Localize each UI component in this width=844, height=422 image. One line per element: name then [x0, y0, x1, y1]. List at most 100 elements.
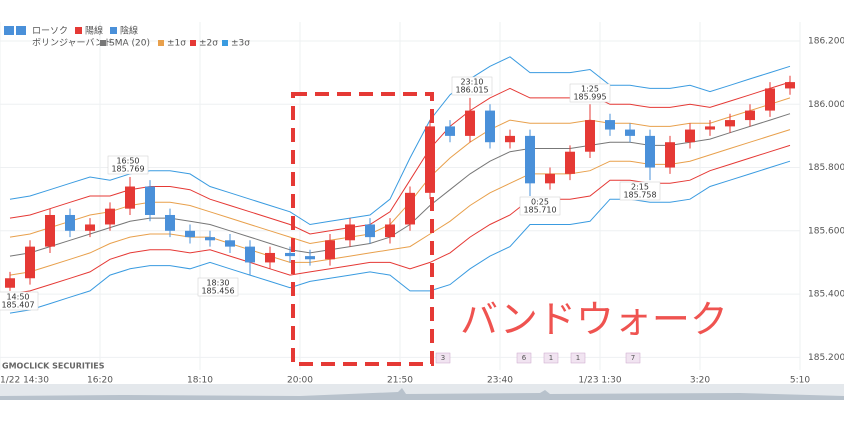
- legend-item: ±1σ: [167, 39, 186, 49]
- event-marker: [516, 352, 532, 364]
- legend-indicator: ボリンジャーバンド: [32, 38, 113, 49]
- candle-body: [545, 173, 555, 184]
- candle-body: [265, 252, 275, 263]
- candle-body: [465, 110, 475, 136]
- annotation-price: 185.758: [623, 191, 656, 200]
- candle-body: [345, 224, 355, 241]
- x-tick-label: 1/22 14:30: [0, 376, 49, 386]
- brand: GMOCLICK SECURITIES: [2, 362, 105, 371]
- candle-body: [565, 151, 575, 174]
- legend-up: 陽線: [85, 25, 103, 37]
- candle-body: [625, 129, 635, 136]
- annotation-price: 186.015: [455, 86, 488, 95]
- annotation-box: [451, 76, 493, 96]
- y-tick-label: 185.800: [808, 163, 844, 173]
- candle-body: [105, 208, 115, 225]
- band-upper: [9, 81, 791, 235]
- candle-body: [185, 230, 195, 238]
- event-marker: [625, 352, 641, 364]
- candle-body: [145, 186, 155, 215]
- icon[interactable]: [16, 26, 26, 35]
- candle-body: [165, 214, 175, 231]
- candle-body: [645, 135, 655, 168]
- candle-body: [65, 214, 75, 231]
- annotation-price: 185.456: [201, 287, 234, 296]
- candle-body: [45, 214, 55, 247]
- candle-body: [245, 246, 255, 263]
- legend-swatch: [75, 27, 82, 34]
- candle-body: [385, 224, 395, 238]
- legend-swatch: [222, 40, 228, 46]
- annotation-box: [519, 196, 561, 216]
- candle-body: [285, 252, 295, 257]
- annotation-box: [0, 291, 39, 311]
- annotation-time: 23:10: [460, 78, 483, 87]
- annotation-box: [197, 277, 239, 297]
- band-upper: [9, 97, 791, 245]
- candle-body: [605, 120, 615, 130]
- candle-body: [25, 246, 35, 279]
- annotation-time: 2:15: [631, 183, 649, 192]
- candle-body: [685, 129, 695, 143]
- candle-body: [85, 224, 95, 231]
- candle-body: [705, 126, 715, 130]
- x-tick-label: 20:00: [287, 376, 313, 386]
- y-tick-label: 186.200: [808, 36, 844, 46]
- y-tick-label: 185.200: [808, 353, 844, 363]
- event-label: 1: [576, 354, 580, 362]
- grid: [0, 22, 801, 370]
- candle-body: [585, 120, 595, 152]
- x-tick-label: 3:20: [690, 376, 710, 386]
- annotation-price: 185.407: [1, 301, 34, 310]
- legend-swatch: [158, 40, 164, 46]
- candle-body: [445, 126, 455, 136]
- candles: [5, 75, 795, 291]
- annotation-time: 0:25: [531, 198, 549, 207]
- annotation-time: 18:30: [206, 279, 229, 288]
- annotation-price: 185.769: [111, 165, 144, 174]
- annotation-price: 185.710: [523, 206, 556, 215]
- band-lower: [9, 160, 791, 314]
- x-tick-label: 1/23 1:30: [578, 376, 622, 386]
- event-marker: [435, 352, 451, 364]
- candle-body: [405, 192, 415, 225]
- event-label: 6: [522, 354, 527, 362]
- y-tick-label: 185.600: [808, 226, 844, 236]
- annotation-price: 185.995: [573, 93, 606, 102]
- legend: SMA (20) ±1σ ±2σ ±3σ: [100, 39, 250, 49]
- candle-body: [745, 110, 755, 121]
- candle-body: [365, 224, 375, 238]
- candle-body: [225, 240, 235, 247]
- candle-body: [205, 237, 215, 241]
- x-tick-label: 5:10: [790, 376, 810, 386]
- legend-item: ±2σ: [199, 39, 218, 49]
- candle-body: [305, 256, 315, 260]
- candle-body: [325, 240, 335, 260]
- legend-item: ±3σ: [231, 39, 250, 49]
- event-label: 7: [631, 354, 635, 362]
- candle-body: [485, 110, 495, 143]
- navigator-area: [0, 388, 844, 400]
- sma-line: [9, 113, 791, 257]
- candle-body: [725, 120, 735, 127]
- y-tick-label: 186.000: [808, 100, 844, 110]
- event-marker: [543, 352, 559, 364]
- x-tick-label: 18:10: [187, 376, 213, 386]
- legend-item: SMA (20): [109, 39, 150, 49]
- candle-body: [5, 278, 15, 288]
- event-label: 3: [441, 354, 445, 362]
- candle-body: [525, 135, 535, 184]
- annotation-time: 14:50: [6, 293, 29, 302]
- candle-body: [665, 142, 675, 168]
- candle-body: [125, 186, 135, 209]
- legend-swatch: [110, 27, 117, 34]
- annotation-box: [619, 181, 661, 201]
- candle-body: [505, 135, 515, 143]
- icon[interactable]: [4, 26, 14, 35]
- candle-body: [785, 82, 795, 89]
- event-marker: [570, 352, 586, 364]
- annotation-time: 1:25: [581, 85, 599, 94]
- legend-swatch: [190, 40, 196, 46]
